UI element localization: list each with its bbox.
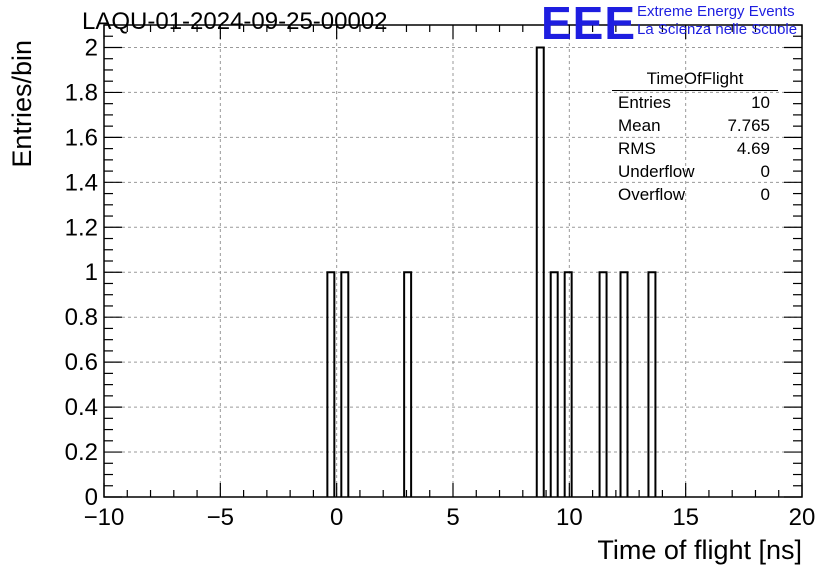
histogram-bin	[619, 271, 629, 497]
chart-title: LAQU-01-2024-09-25-00002	[82, 8, 388, 35]
logo-caption: Extreme Energy Events La Scienza nelle S…	[637, 3, 797, 39]
histogram-bin	[326, 271, 336, 497]
y-tick-label: 1.8	[65, 79, 98, 106]
stats-label: Mean	[618, 116, 661, 135]
x-tick-label: 15	[672, 504, 699, 531]
stats-box: TimeOfFlight Entries 10 Mean 7.765 RMS 4…	[612, 68, 778, 206]
logo-caption-line-1: Extreme Energy Events	[637, 3, 795, 20]
histogram-bin	[340, 271, 350, 497]
y-tick-label: 2	[85, 34, 98, 61]
x-tick-label: −5	[207, 504, 234, 531]
histogram-bin	[549, 271, 559, 497]
histogram-bin	[535, 46, 545, 497]
stats-label: RMS	[618, 139, 656, 158]
x-tick-label: −10	[84, 504, 125, 531]
eee-logo: EEE	[541, 0, 637, 49]
tick-labels: −10 −5 0 5 10 15 20 0 0.2 0.4 0.6 0.8 1 1.2 1.4 1.6 1.8 2	[65, 34, 816, 531]
y-tick-label: 1.4	[65, 169, 98, 196]
y-tick-label: 0.2	[65, 439, 98, 466]
stats-row-rms: RMS 4.69	[612, 137, 778, 160]
stats-row-entries: Entries 10	[612, 91, 778, 114]
stats-row-overflow: Overflow 0	[612, 183, 778, 206]
y-tick-label: 1.2	[65, 214, 98, 241]
x-axis-label: Time of flight [ns]	[597, 535, 802, 565]
stats-value: 4.69	[736, 139, 770, 158]
y-tick-label: 0	[85, 484, 98, 511]
histogram-bin	[403, 271, 413, 497]
x-tick-label: 5	[446, 504, 459, 531]
stats-value: 0	[760, 185, 770, 204]
y-tick-label: 1	[85, 259, 98, 286]
histogram-bin	[563, 271, 573, 497]
logo-caption-line-2: La Scienza nelle Scuole	[637, 21, 798, 38]
x-tick-label: 0	[330, 504, 343, 531]
stats-row-underflow: Underflow 0	[612, 160, 778, 183]
histogram-bin	[598, 271, 608, 497]
y-tick-label: 0.4	[65, 394, 98, 421]
stats-row-mean: Mean 7.765	[612, 114, 778, 137]
axis-ticks	[103, 24, 803, 498]
x-tick-label: 10	[556, 504, 583, 531]
histogram-bars	[326, 46, 657, 497]
y-tick-label: 1.6	[65, 124, 98, 151]
grid-lines	[104, 25, 802, 497]
stats-label: Overflow	[618, 185, 686, 204]
stats-value: 10	[751, 93, 770, 112]
stats-value: 7.765	[727, 116, 770, 135]
x-tick-label: 20	[789, 504, 816, 531]
histogram-bin	[647, 271, 657, 497]
y-tick-label: 0.8	[65, 304, 98, 331]
stats-label: Underflow	[618, 162, 695, 181]
stats-value: 0	[760, 162, 770, 181]
stats-box-title: TimeOfFlight	[612, 68, 778, 91]
y-axis-label: Entries/bin	[7, 40, 37, 168]
stats-label: Entries	[618, 93, 671, 112]
y-tick-label: 0.6	[65, 349, 98, 376]
